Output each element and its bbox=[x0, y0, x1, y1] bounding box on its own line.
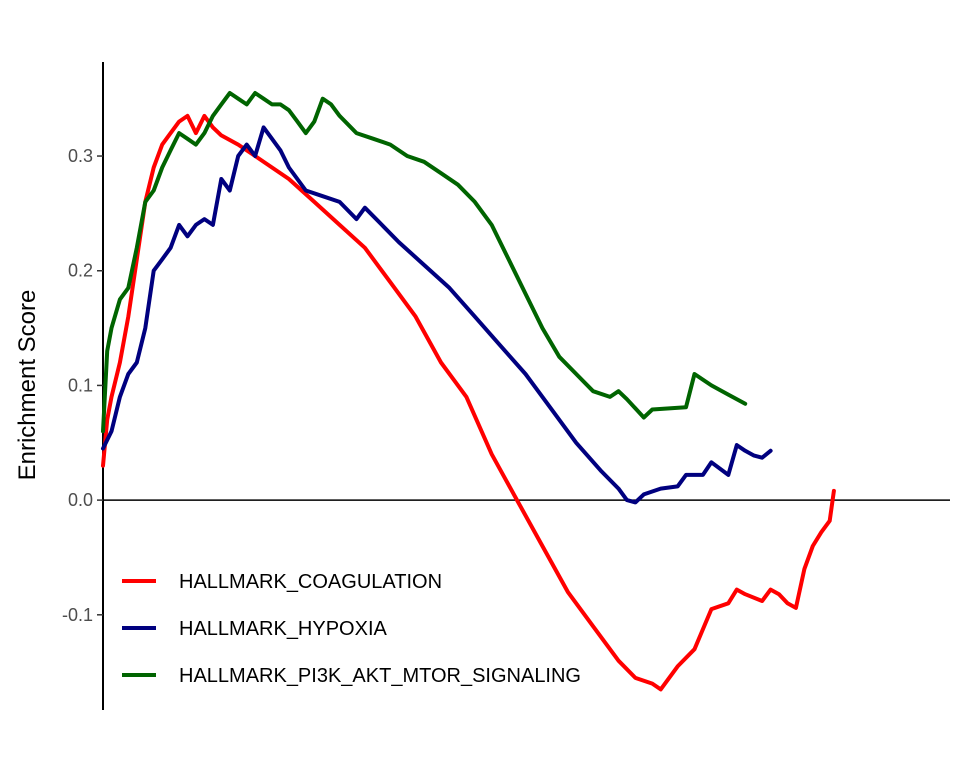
legend-label: HALLMARK_COAGULATION bbox=[179, 571, 442, 593]
legend: HALLMARK_COAGULATION HALLMARK_HYPOXIA HALL… bbox=[122, 571, 581, 687]
y-axis-title: Enrichment Score bbox=[14, 290, 41, 481]
y-tick-label: 0.1 bbox=[68, 375, 93, 395]
y-tick-label: -0.1 bbox=[62, 605, 93, 625]
legend-label: HALLMARK_HYPOXIA bbox=[179, 618, 388, 640]
series-lines bbox=[101, 91, 836, 692]
y-tick-label: 0.0 bbox=[68, 490, 93, 510]
legend-label: HALLMARK_PI3K_AKT_MTOR_SIGNALING bbox=[179, 665, 581, 687]
series-line-hallmark-pi3k-akt-mtor-signaling bbox=[101, 91, 748, 434]
y-tick-label: 0.3 bbox=[68, 146, 93, 166]
y-tick-label: 0.2 bbox=[68, 261, 93, 281]
series-line-hallmark-coagulation bbox=[101, 113, 836, 692]
series-line-hallmark-hypoxia bbox=[101, 125, 773, 505]
y-axis-ticks: -0.1 0.0 0.1 0.2 0.3 bbox=[62, 146, 103, 625]
